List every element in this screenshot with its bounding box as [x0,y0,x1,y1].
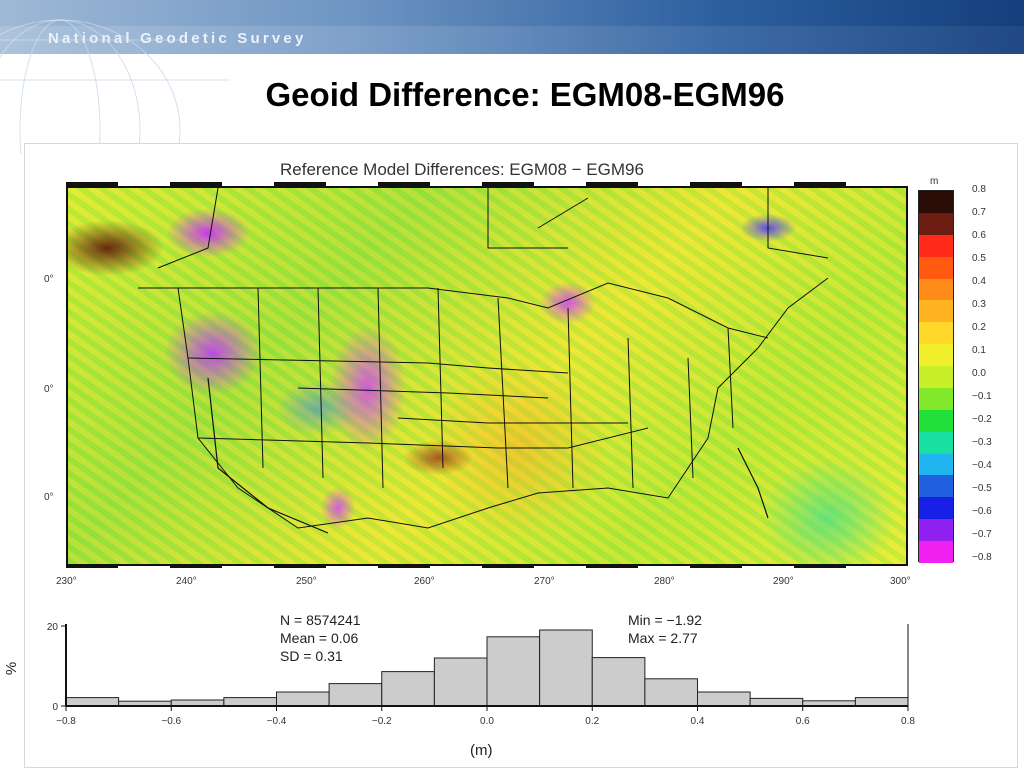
colorbar-label: 0.7 [972,207,986,218]
map-x-tick: 280° [654,576,675,587]
histogram-x-tick-label: −0.4 [267,716,287,727]
histogram-y-label: % [3,661,21,676]
histogram-x-tick-label: 0.0 [480,716,494,727]
histogram-bar [223,697,277,707]
globe-lines-icon [0,19,180,54]
histogram-y-tick-label: 0 [52,702,58,713]
header-banner: National Geodetic Survey [0,0,1024,54]
histogram-bar [854,697,909,707]
colorbar-label: 0.8 [972,184,986,195]
stat-n: N = 8574241 [280,612,361,628]
histogram-x-label: (m) [470,742,493,759]
colorbar-segment [919,409,953,433]
colorbar-label: 0.1 [972,345,986,356]
histogram-bar [749,697,804,707]
map-x-tick: 270° [534,576,555,587]
map-top-frame [66,182,846,186]
colorbar-segment [919,278,953,301]
stat-max: Max = 2.77 [628,630,698,646]
banner-strip [0,26,1024,54]
colorbar-segment [919,256,953,280]
histogram-y-tick-label: 20 [47,622,59,633]
map-x-tick: 290° [773,576,794,587]
colorbar-segment [919,191,953,214]
colorbar-label: −0.8 [972,552,992,563]
histogram-bar [433,657,488,707]
histogram-bar [591,657,646,707]
stat-sd: SD = 0.31 [280,648,343,664]
colorbar-segment [919,497,953,520]
histogram-bar [65,697,120,707]
histogram-bar [644,678,698,707]
colorbar-segment [919,519,953,542]
colorbar-label: 0.2 [972,322,986,333]
histogram-x-tick-label: −0.8 [56,716,76,727]
map-x-tick: 250° [296,576,317,587]
colorbar-segment [919,300,953,323]
histogram-chart: −0.8 −0.6 −0.4 −0.2 0.0 0.2 0.4 0.6 0.8 0 20 [47,622,916,727]
map-y-tick: 0° [44,492,54,503]
colorbar [918,190,954,564]
histogram-bar [328,683,383,707]
histogram-bar [697,691,751,707]
colorbar-segment [919,234,953,258]
state-boundaries [138,188,829,534]
slide-title: Geoid Difference: EGM08-EGM96 [265,76,785,113]
colorbar-label: −0.7 [972,529,992,540]
colorbar-label: −0.4 [972,460,992,471]
map-x-tick: 240° [176,576,197,587]
colorbar-segment [919,366,953,389]
colorbar-segment [919,387,953,411]
colorbar-label: 0.6 [972,230,986,241]
map-y-tick: 0° [44,274,54,285]
colorbar-label: −0.2 [972,414,992,425]
map-x-tick: 260° [414,576,435,587]
colorbar-unit: m [930,176,939,187]
histogram-x-tick-label: 0.6 [796,716,810,727]
stats-left: N = 8574241 Mean = 0.06 SD = 0.31 [280,611,361,665]
colorbar-segment [919,322,953,345]
colorbar-segment [919,475,953,498]
colorbar-label: 0.0 [972,368,986,379]
stats-right: Min = −1.92 Max = 2.77 [628,611,702,647]
colorbar-label: −0.3 [972,437,992,448]
colorbar-label: 0.3 [972,299,986,310]
colorbar-label: −0.1 [972,391,992,402]
colorbar-segment [919,431,953,455]
colorbar-label: 0.4 [972,276,986,287]
histogram-bar [276,691,330,707]
histogram-x-tick-label: −0.2 [372,716,392,727]
organization-name: National Geodetic Survey [48,30,307,47]
map-title: Reference Model Differences: EGM08 − EGM… [280,160,644,179]
histogram-bar [486,636,541,707]
colorbar-label: 0.5 [972,253,986,264]
map-bottom-frame [66,564,846,568]
map-x-tick: 230° [56,576,77,587]
colorbar-segment [919,453,953,476]
histogram-bar [539,629,593,707]
stat-mean: Mean = 0.06 [280,630,359,646]
histogram-bar [381,671,435,707]
histogram-x-tick-label: −0.6 [161,716,181,727]
colorbar-segment [919,541,953,564]
geoid-difference-map [66,186,908,566]
stat-min: Min = −1.92 [628,612,702,628]
globe-decoration-icon [0,54,230,154]
map-x-tick: 300° [890,576,911,587]
colorbar-label: −0.6 [972,506,992,517]
colorbar-segment [919,344,953,367]
colorbar-segment [919,212,953,236]
map-y-tick: 0° [44,384,54,395]
histogram-x-tick-label: 0.8 [901,716,915,727]
colorbar-label: −0.5 [972,483,992,494]
histogram-x-tick-label: 0.2 [585,716,599,727]
histogram-x-tick-label: 0.4 [691,716,705,727]
